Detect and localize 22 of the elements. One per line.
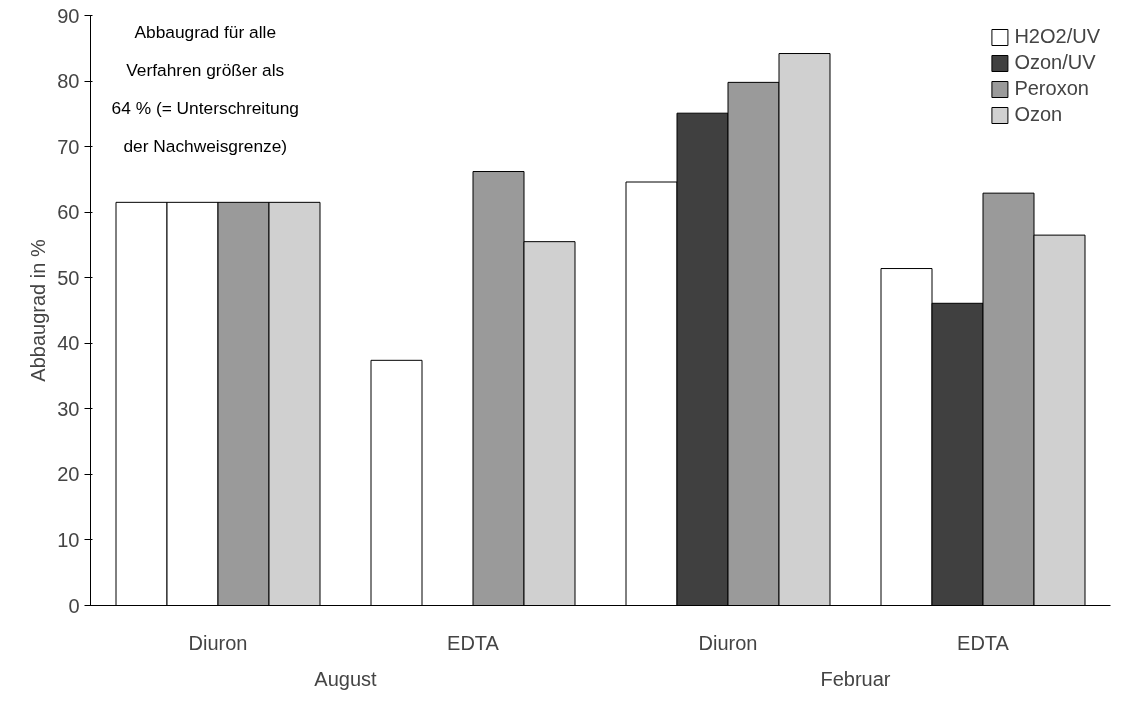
y-tick-label: 30 (57, 397, 80, 420)
y-tick-label: 0 (68, 594, 80, 617)
y-tick-label: 60 (57, 201, 80, 224)
y-tick-label: 90 (57, 4, 80, 27)
y-tick-label: 80 (57, 70, 80, 93)
annotation: Abbaugrad für alle Verfahren größer als 64 % (= Unterschreitung der Nachweisgrenze) (111, 22, 299, 157)
legend-label: Ozon (1014, 103, 1063, 126)
y-tick-label: 40 (57, 332, 80, 355)
x-tick-label: Diuron (698, 631, 758, 654)
text: August (314, 667, 378, 690)
text: Februar (820, 667, 891, 690)
y-axis-title: Abbaugrad in % (27, 239, 50, 382)
y-tick-label: 10 (57, 528, 80, 551)
x-tick-label: Diuron (188, 631, 248, 654)
x-tick-label: EDTA (957, 631, 1010, 654)
legend-label: H2O2/UV (1014, 25, 1100, 48)
y-tick-label: 50 (57, 266, 80, 289)
y-tick-label: 70 (57, 135, 80, 158)
y-tick-label: 20 (57, 463, 80, 486)
legend-label: Peroxon (1014, 77, 1089, 100)
legend-label: Ozon/UV (1014, 51, 1096, 74)
x-tick-label: EDTA (447, 631, 500, 654)
